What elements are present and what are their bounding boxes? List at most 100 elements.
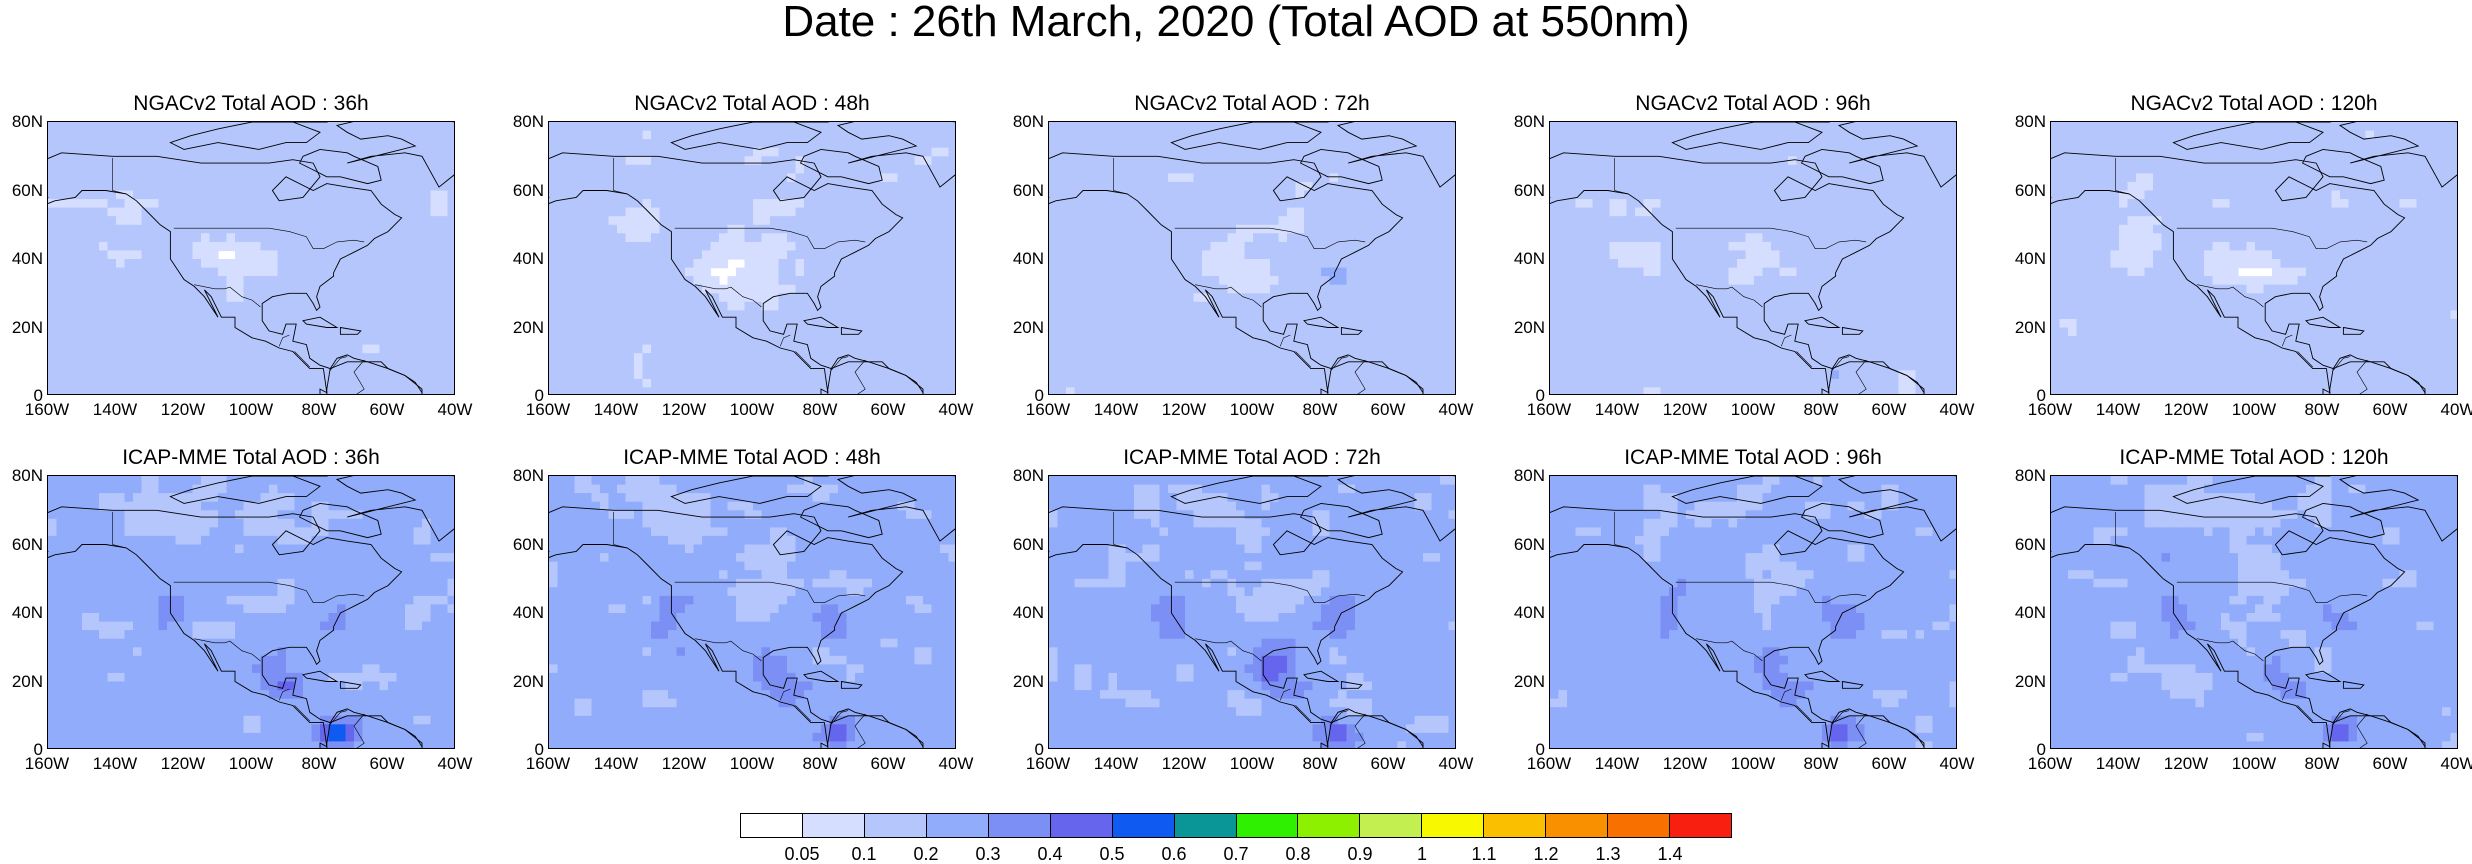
panel-title-0-4: NGACv2 Total AOD : 120h: [2010, 93, 2472, 115]
lon-tick-label: 60W: [1859, 401, 1919, 418]
lat-tick-label: 40N: [1006, 250, 1044, 267]
colorbar-swatch: [1360, 814, 1422, 837]
panel-title-1-4: ICAP-MME Total AOD : 120h: [2010, 447, 2472, 469]
lat-tick-label: 20N: [5, 319, 43, 336]
colorbar-label: 0.1: [834, 845, 894, 863]
lat-tick-label: 20N: [5, 673, 43, 690]
aod-map-ngacv2-36h: [47, 121, 455, 395]
lon-tick-label: 140W: [2088, 755, 2148, 772]
lon-tick-label: 100W: [1222, 401, 1282, 418]
aod-map-icapmme-72h: [1048, 475, 1456, 749]
colorbar-label: 0.6: [1144, 845, 1204, 863]
lon-tick-label: 140W: [1587, 755, 1647, 772]
lat-tick-label: 20N: [1507, 319, 1545, 336]
lon-tick-label: 60W: [858, 401, 918, 418]
lat-tick-label: 80N: [5, 113, 43, 130]
colorbar-swatch: [1608, 814, 1670, 837]
aod-map-ngacv2-72h: [1048, 121, 1456, 395]
lat-tick-label: 20N: [2008, 673, 2046, 690]
lon-tick-label: 60W: [1358, 755, 1418, 772]
lon-tick-label: 140W: [1086, 755, 1146, 772]
lon-tick-label: 120W: [153, 401, 213, 418]
lon-tick-label: 140W: [1587, 401, 1647, 418]
colorbar-swatch: [1546, 814, 1608, 837]
lat-tick-label: 20N: [1006, 673, 1044, 690]
lon-tick-label: 120W: [153, 755, 213, 772]
lon-tick-label: 40W: [1927, 755, 1987, 772]
colorbar-swatch: [741, 814, 803, 837]
lat-tick-label: 60N: [1006, 536, 1044, 553]
colorbar-label: 0.7: [1206, 845, 1266, 863]
lon-tick-label: 120W: [1655, 755, 1715, 772]
lat-tick-label: 80N: [5, 467, 43, 484]
lon-tick-label: 60W: [858, 755, 918, 772]
lon-tick-label: 40W: [1426, 755, 1486, 772]
lat-tick-label: 20N: [2008, 319, 2046, 336]
lon-tick-label: 160W: [2020, 401, 2080, 418]
lat-tick-label: 40N: [506, 250, 544, 267]
colorbar-swatch: [989, 814, 1051, 837]
lat-tick-label: 40N: [5, 604, 43, 621]
lat-tick-label: 20N: [1507, 673, 1545, 690]
lon-tick-label: 60W: [2360, 755, 2420, 772]
lat-tick-label: 80N: [1006, 113, 1044, 130]
lon-tick-label: 120W: [654, 401, 714, 418]
lat-tick-label: 60N: [1507, 182, 1545, 199]
colorbar-swatch: [1422, 814, 1484, 837]
lon-tick-label: 160W: [1519, 401, 1579, 418]
lon-tick-label: 100W: [2224, 755, 2284, 772]
lon-tick-label: 100W: [1723, 755, 1783, 772]
lat-tick-label: 80N: [1507, 113, 1545, 130]
panel-title-1-1: ICAP-MME Total AOD : 48h: [508, 447, 996, 469]
panel-title-1-2: ICAP-MME Total AOD : 72h: [1008, 447, 1496, 469]
lon-tick-label: 100W: [722, 401, 782, 418]
lat-tick-label: 80N: [1507, 467, 1545, 484]
lon-tick-label: 40W: [1426, 401, 1486, 418]
colorbar-swatch: [1051, 814, 1113, 837]
lat-tick-label: 60N: [1507, 536, 1545, 553]
lon-tick-label: 100W: [1222, 755, 1282, 772]
lat-tick-label: 60N: [506, 182, 544, 199]
lon-tick-label: 160W: [2020, 755, 2080, 772]
panel-title-1-3: ICAP-MME Total AOD : 96h: [1509, 447, 1997, 469]
lon-tick-label: 80W: [1290, 401, 1350, 418]
aod-map-icapmme-96h: [1549, 475, 1957, 749]
lon-tick-label: 40W: [425, 401, 485, 418]
lon-tick-label: 60W: [1358, 401, 1418, 418]
lon-tick-label: 120W: [654, 755, 714, 772]
lat-tick-label: 60N: [2008, 536, 2046, 553]
lat-tick-label: 80N: [506, 113, 544, 130]
colorbar-label: 0.5: [1082, 845, 1142, 863]
aod-map-icapmme-36h: [47, 475, 455, 749]
lon-tick-label: 120W: [2156, 401, 2216, 418]
lat-tick-label: 40N: [506, 604, 544, 621]
lat-tick-label: 80N: [506, 467, 544, 484]
lat-tick-label: 40N: [1006, 604, 1044, 621]
lon-tick-label: 80W: [2292, 401, 2352, 418]
lat-tick-label: 80N: [2008, 467, 2046, 484]
lat-tick-label: 20N: [506, 673, 544, 690]
lon-tick-label: 80W: [1791, 401, 1851, 418]
lat-tick-label: 40N: [1507, 604, 1545, 621]
lat-tick-label: 60N: [5, 536, 43, 553]
lon-tick-label: 80W: [2292, 755, 2352, 772]
lon-tick-label: 140W: [85, 755, 145, 772]
lon-tick-label: 160W: [1018, 401, 1078, 418]
panel-title-0-3: NGACv2 Total AOD : 96h: [1509, 93, 1997, 115]
colorbar-label: 0.3: [958, 845, 1018, 863]
lat-tick-label: 20N: [1006, 319, 1044, 336]
lon-tick-label: 100W: [2224, 401, 2284, 418]
lon-tick-label: 40W: [926, 401, 986, 418]
lon-tick-label: 120W: [1154, 401, 1214, 418]
lon-tick-label: 100W: [221, 401, 281, 418]
colorbar-label: 1.2: [1516, 845, 1576, 863]
colorbar-label: 0.4: [1020, 845, 1080, 863]
lat-tick-label: 60N: [2008, 182, 2046, 199]
lon-tick-label: 100W: [1723, 401, 1783, 418]
lat-tick-label: 40N: [2008, 250, 2046, 267]
colorbar-swatch: [865, 814, 927, 837]
colorbar-swatch: [1175, 814, 1237, 837]
lat-tick-label: 60N: [1006, 182, 1044, 199]
lat-tick-label: 40N: [1507, 250, 1545, 267]
